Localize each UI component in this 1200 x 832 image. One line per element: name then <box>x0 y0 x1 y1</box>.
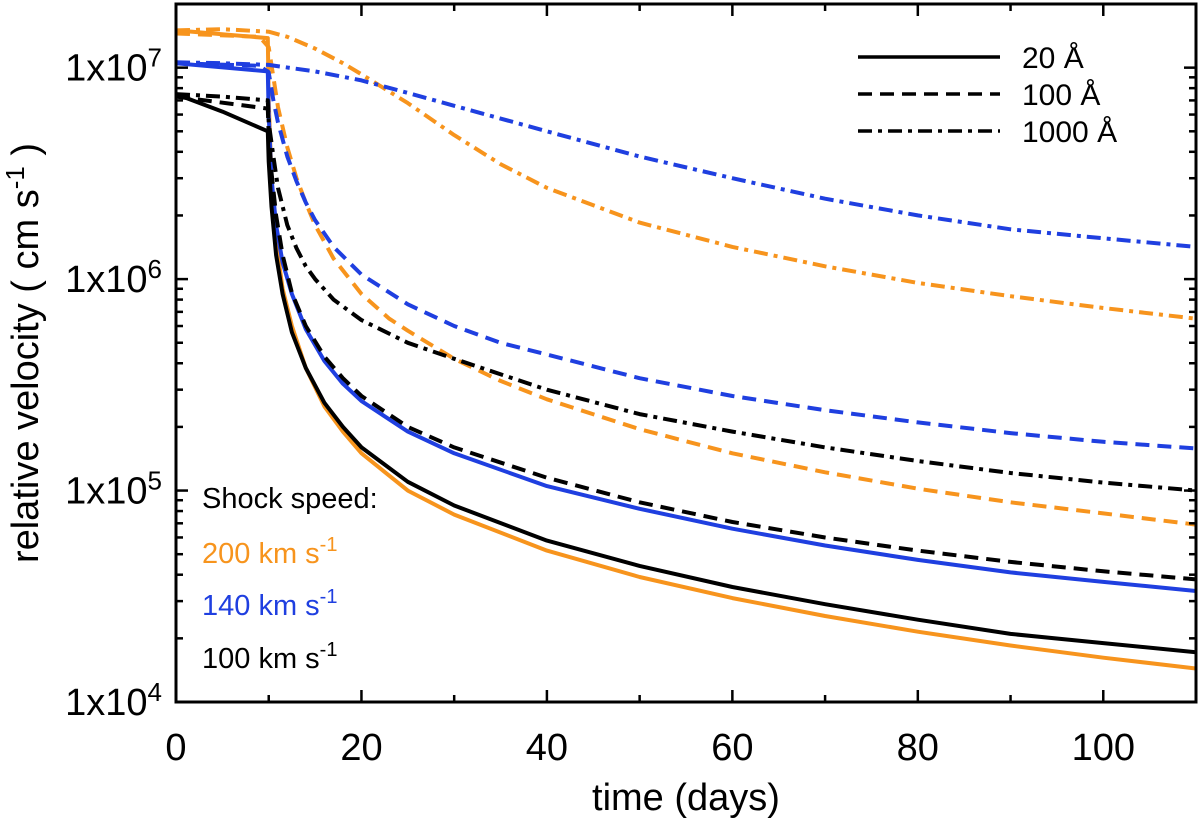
series-layer <box>176 27 1196 671</box>
legend: 20 Å 100 Å 1000 Å <box>858 42 1117 149</box>
legend-label-1000: 1000 Å <box>1022 116 1117 149</box>
series-line-2 <box>176 92 1196 655</box>
y-tick-label: 1x107 <box>65 43 162 90</box>
shock-speed-140-text: 140 km s <box>202 590 320 622</box>
shock-speed-100: 100 km s-1 <box>202 639 337 675</box>
x-tick-label: 20 <box>340 727 382 769</box>
series-line-5 <box>176 94 1196 582</box>
shock-speed-200-sup: -1 <box>320 534 338 556</box>
y-axis-title: relative velocity ( cm s-1 ) <box>0 143 47 563</box>
tick-label-layer: 0 20 40 60 80 100 1x104 1x105 1x106 1x107 <box>65 43 1135 769</box>
y-axis-title-close: ) <box>5 143 47 166</box>
y-tick-label: 1x105 <box>65 466 162 513</box>
y-axis-title-main: relative velocity ( cm s <box>5 189 47 563</box>
shock-speed-annotation: Shock speed: 200 km s-1 140 km s-1 100 k… <box>202 483 378 675</box>
series-line-8 <box>176 92 1196 493</box>
plot-frame <box>174 2 1198 704</box>
series-line-4 <box>176 61 1196 451</box>
legend-label-20: 20 Å <box>1022 42 1084 75</box>
series-line-3 <box>176 31 1196 527</box>
tick-layer <box>174 2 1198 704</box>
shock-speed-140: 140 km s-1 <box>202 586 337 622</box>
shock-speed-200: 200 km s-1 <box>202 534 337 570</box>
legend-label-100: 100 Å <box>1022 79 1100 112</box>
shock-speed-100-text: 100 km s <box>202 643 320 675</box>
y-tick-label: 1x106 <box>65 254 162 301</box>
series-line-7 <box>176 60 1196 249</box>
x-tick-label: 100 <box>1072 727 1135 769</box>
x-tick-label: 40 <box>526 727 568 769</box>
series-line-6 <box>176 27 1196 321</box>
shock-speed-100-sup: -1 <box>320 639 338 661</box>
shock-speed-140-sup: -1 <box>320 586 338 608</box>
y-axis-title-sup: -1 <box>0 166 30 189</box>
y-tick-label: 1x104 <box>65 677 162 724</box>
x-tick-label: 60 <box>711 727 753 769</box>
x-tick-label: 0 <box>165 727 186 769</box>
x-tick-label: 80 <box>897 727 939 769</box>
shock-speed-title: Shock speed: <box>202 483 378 515</box>
shock-speed-200-text: 200 km s <box>202 538 320 570</box>
x-axis-title: time (days) <box>592 777 780 819</box>
